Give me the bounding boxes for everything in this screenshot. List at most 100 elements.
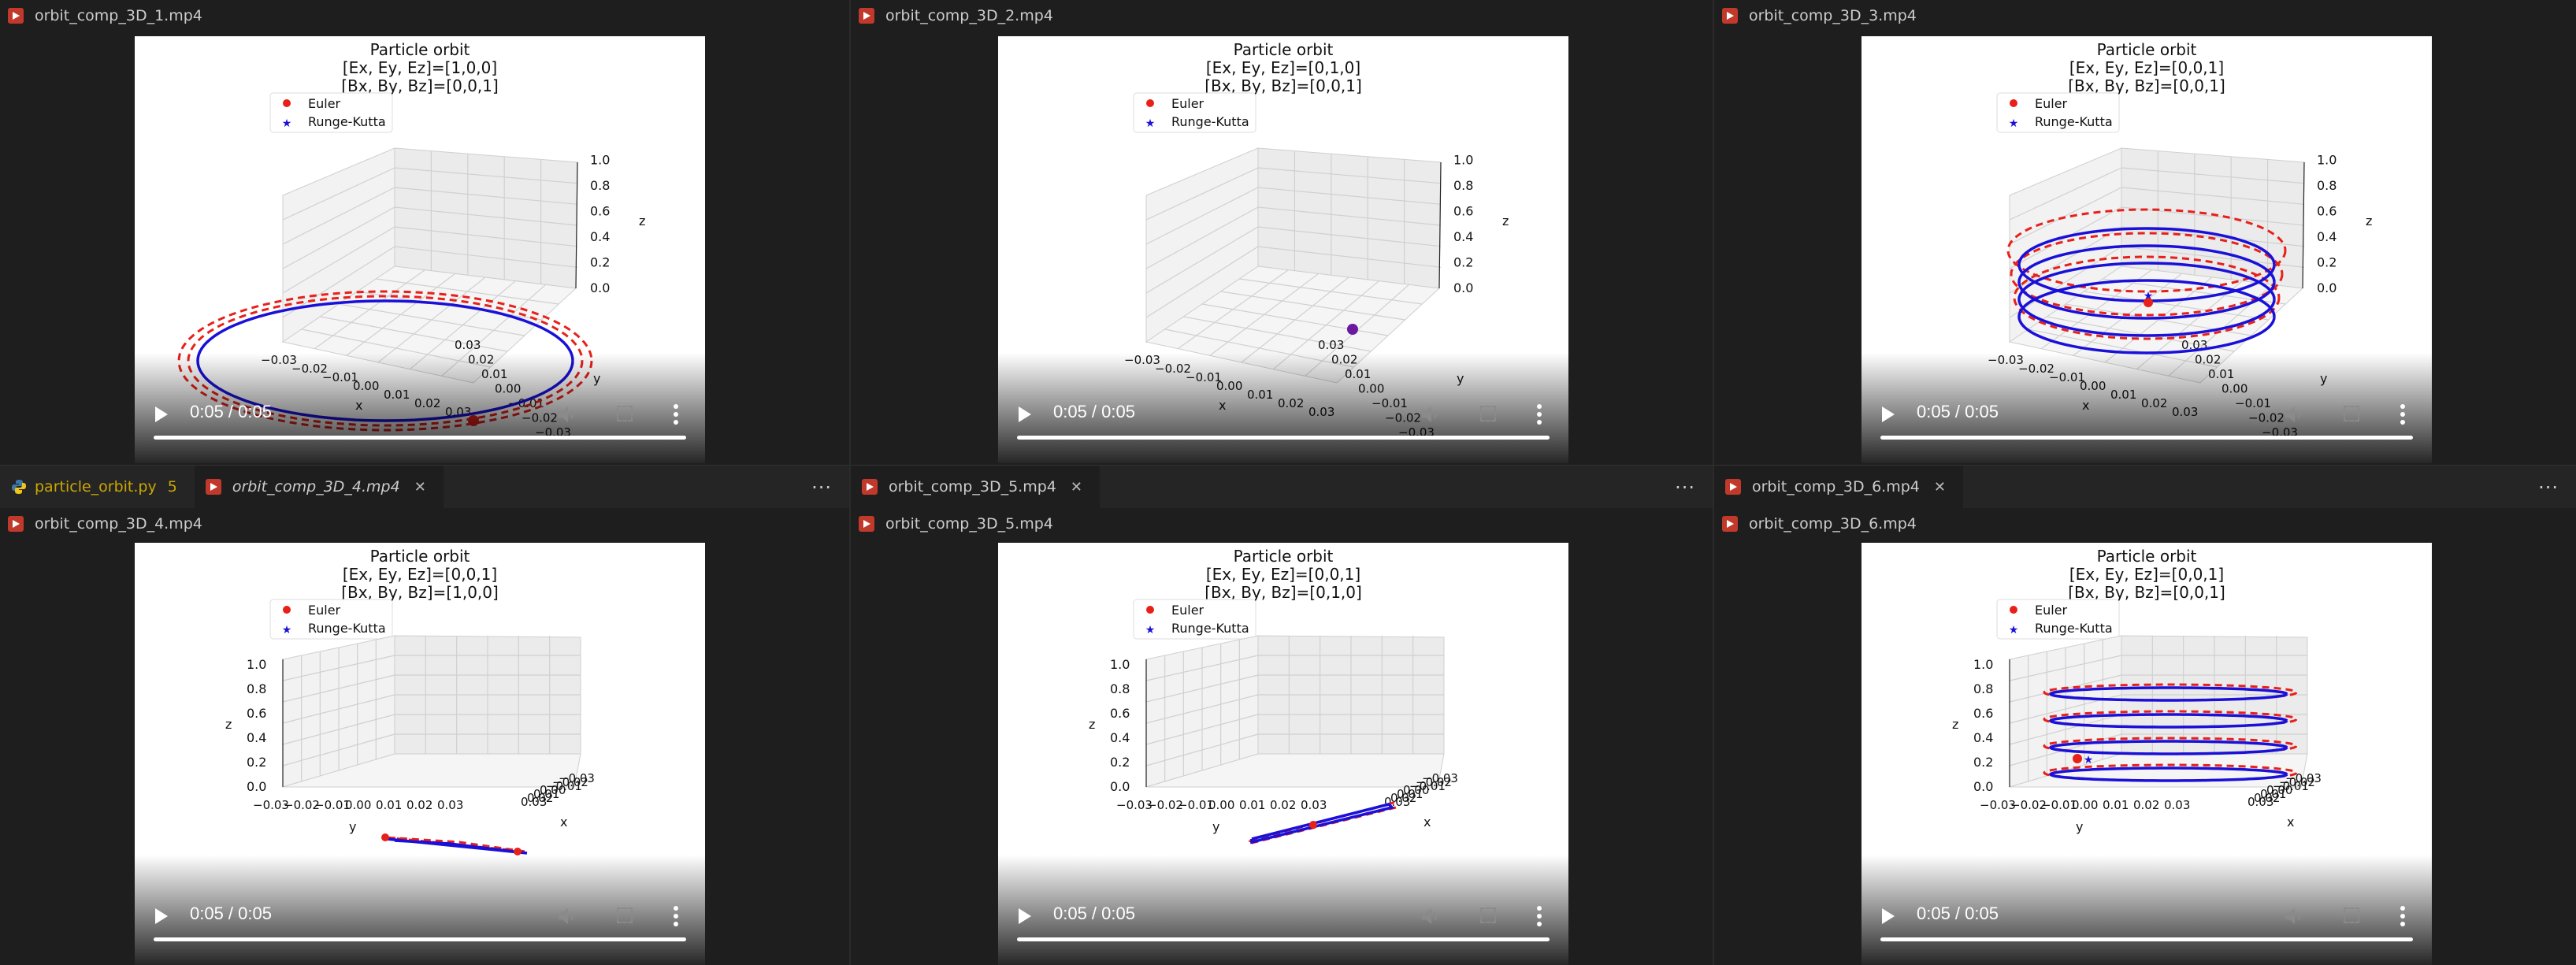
volume-icon[interactable] [1420,405,1441,424]
video-player[interactable]: Particle orbit [Ex, Ey, Ez]=[0,0,1] [Bx, B… [1861,36,2432,463]
y-tick-label: 0.00 [345,798,371,812]
plot-subtitle-e-field: [Ex, Ey, Ez]=[0,0,1] [1206,565,1360,584]
fullscreen-icon[interactable] [1480,907,1496,923]
video-player[interactable]: Particle orbit [Ex, Ey, Ez]=[1,0,0] [Bx, B… [135,36,705,463]
problems-badge: 5 [167,478,177,495]
more-options-icon[interactable] [1537,906,1542,926]
close-icon[interactable]: ✕ [414,478,426,495]
y-tick-label: −0.01 [1178,798,1214,812]
editor-pane-2: orbit_comp_3D_2.mp4 Particle orbit [Ex, E… [851,0,1713,465]
pane-divider[interactable] [849,0,851,965]
more-options-icon[interactable] [674,906,678,926]
more-options-icon[interactable] [1537,404,1542,425]
file-breadcrumb[interactable]: orbit_comp_3D_4.mp4 [0,508,849,540]
fullscreen-icon[interactable] [2344,406,2359,421]
fullscreen-icon[interactable] [2344,907,2359,923]
file-name: orbit_comp_3D_3.mp4 [1749,7,1917,24]
fullscreen-icon[interactable] [617,907,633,923]
z-tick-label: 0.4 [590,229,610,244]
play-icon[interactable] [155,406,168,422]
fullscreen-icon[interactable] [1480,406,1496,421]
z-tick-label: 0.8 [1453,178,1473,193]
play-icon[interactable] [1882,406,1895,422]
time-display: 0:05 / 0:05 [1917,904,1999,923]
plot-subtitle-b-field: [Bx, By, Bz]=[0,0,1] [2068,76,2225,95]
play-icon[interactable] [1019,406,1031,422]
video-player[interactable]: Particle orbit [Ex, Ey, Ez]=[0,0,1] [Bx, B… [135,543,705,965]
file-breadcrumb[interactable]: orbit_comp_3D_6.mp4 [1714,508,2576,540]
more-options-icon[interactable] [2400,404,2405,425]
video-player[interactable]: Particle orbit [Ex, Ey, Ez]=[0,0,1] [Bx, B… [998,543,1568,965]
more-actions-icon[interactable]: ··· [811,477,832,499]
volume-icon[interactable] [1420,907,1441,926]
video-player[interactable]: Particle orbit [Ex, Ey, Ez]=[0,1,0] [Bx, B… [998,36,1568,463]
x-tick-label: −0.03 [2285,771,2322,785]
rk-orbit [1250,803,1395,844]
volume-icon[interactable] [557,405,577,424]
pane-divider[interactable] [1713,0,1714,965]
x-tick-label: 0.01 [2260,787,2286,801]
progress-bar[interactable] [1017,436,1550,440]
plot-subtitle-e-field: [Ex, Ey, Ez]=[0,0,1] [2069,58,2224,77]
video-file-icon [1722,8,1738,24]
legend-rk-label: Runge-Kutta [1171,621,1249,636]
play-icon[interactable] [1019,908,1031,924]
tab-orbit-comp-3d-5[interactable]: orbit_comp_3D_5.mp4 ✕ [851,466,1100,508]
file-breadcrumb[interactable]: orbit_comp_3D_1.mp4 [0,0,849,32]
tab-orbit-comp-3d-6[interactable]: orbit_comp_3D_6.mp4 ✕ [1714,466,1963,508]
x-tick-label: 0.01 [1397,787,1423,801]
volume-icon[interactable] [557,907,577,926]
legend-rk-marker: ★ [1145,117,1156,130]
orbit-plot: Particle orbit[Ex, Ey, Ez]=[0,0,1][Bx, B… [225,547,595,856]
tab-orbit-comp-3d-4[interactable]: orbit_comp_3D_4.mp4 ✕ [194,466,444,508]
video-controls: 0:05 / 0:05 [998,369,1568,463]
file-name: orbit_comp_3D_5.mp4 [885,515,1053,533]
y-tick-label: 0.03 [455,338,481,352]
file-breadcrumb[interactable]: orbit_comp_3D_5.mp4 [851,508,1713,540]
progress-bar[interactable] [1880,937,2413,941]
legend-euler-label: Euler [2035,96,2068,111]
more-options-icon[interactable] [674,404,678,425]
z-tick-label: 0.2 [590,255,610,270]
y-tick-label: −0.03 [1980,798,2016,812]
grid-line [394,187,578,205]
progress-bar[interactable] [1880,436,2413,440]
euler-orbit [177,290,593,432]
fullscreen-icon[interactable] [617,406,633,421]
close-icon[interactable]: ✕ [1933,478,1946,495]
controls-gradient [135,353,705,463]
grid-line [2121,187,2305,205]
file-breadcrumb[interactable]: orbit_comp_3D_3.mp4 [1714,0,2576,32]
x-tick-label: 0.03 [521,795,547,809]
progress-bar[interactable] [1017,937,1550,941]
grid-line [1241,277,1349,363]
more-options-icon[interactable] [2400,906,2405,926]
close-icon[interactable]: ✕ [1070,478,1082,495]
more-actions-icon[interactable]: ··· [1675,477,1695,499]
volume-icon[interactable] [2284,405,2304,424]
progress-bar[interactable] [154,436,686,440]
z-tick-label: 0.8 [1973,681,1993,696]
play-icon[interactable] [1882,908,1895,924]
volume-icon[interactable] [2284,907,2304,926]
legend-euler-marker [2010,99,2017,107]
play-icon[interactable] [155,908,168,924]
z-tick-label: 0.0 [590,280,610,295]
z-tick-label: 0.2 [247,755,266,770]
z-axis [1438,161,1442,289]
progress-bar[interactable] [154,937,686,941]
y-tick-label: 0.01 [2103,798,2129,812]
x-tick-label: −0.01 [2273,779,2309,793]
grid-line [2121,206,2305,226]
legend-euler-marker [2010,606,2017,614]
rk-helix-loop [2048,740,2288,755]
legend-box [269,599,393,640]
file-name: orbit_comp_3D_2.mp4 [885,7,1053,24]
video-player[interactable]: Particle orbit [Ex, Ey, Ez]=[0,0,1] [Bx, B… [1861,543,2432,965]
more-actions-icon[interactable]: ··· [2538,477,2559,499]
tab-particle-orbit-py[interactable]: particle_orbit.py 5 [0,466,195,508]
rk-helix-loop [2017,244,2276,320]
python-icon [12,480,26,494]
file-breadcrumb[interactable]: orbit_comp_3D_2.mp4 [851,0,1713,32]
x-tick-label: −0.03 [559,771,595,785]
